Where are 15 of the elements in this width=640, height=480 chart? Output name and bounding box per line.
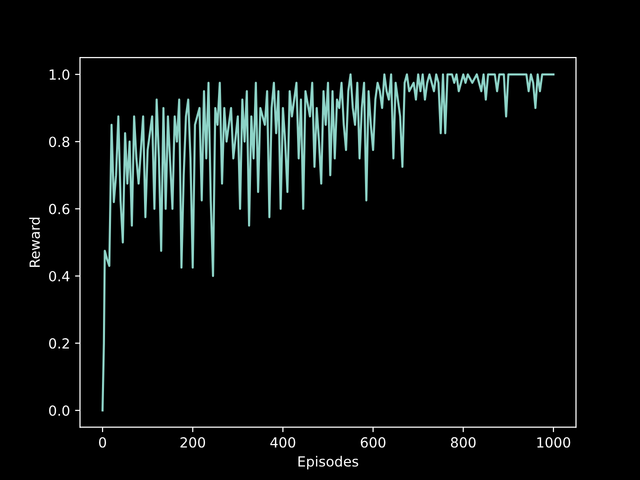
x-tick-label: 1000: [537, 437, 570, 448]
y-tick-label: 1.0: [50, 69, 70, 80]
y-tick-label: 0.8: [49, 136, 70, 148]
x-tick-label: 200: [180, 437, 206, 448]
x-tick-label: 0: [99, 437, 106, 448]
y-tick-label: 0.6: [49, 204, 70, 214]
y-tick-label: 0.2: [49, 338, 69, 349]
x-tick-label: 800: [450, 437, 476, 448]
y-axis-title: Reward: [29, 218, 40, 267]
x-tick-label: 400: [270, 437, 296, 448]
line-series: [102, 73, 554, 412]
y-tick-label: 0.4: [49, 270, 70, 282]
y-tick-label: 0.0: [49, 405, 70, 416]
x-tick-label: 600: [360, 437, 386, 448]
x-axis-title: Episodes: [298, 456, 358, 470]
